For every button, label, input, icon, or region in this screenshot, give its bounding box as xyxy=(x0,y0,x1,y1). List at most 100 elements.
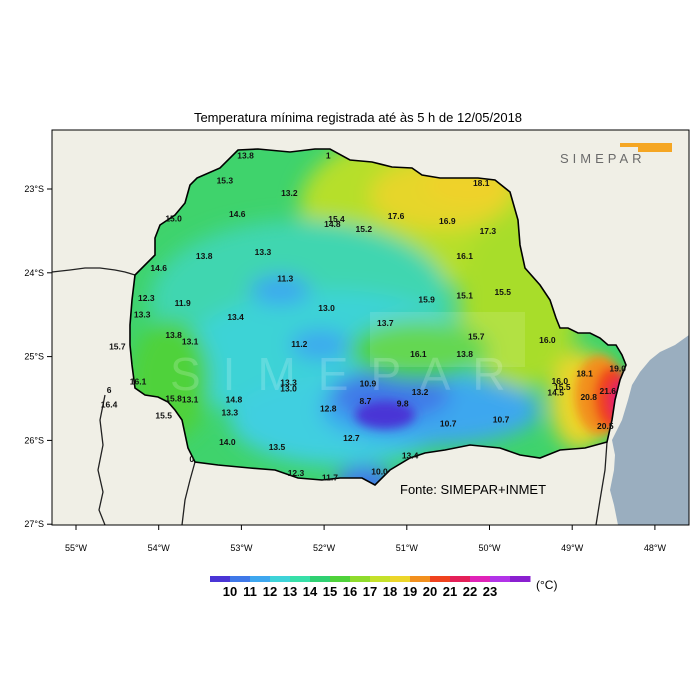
colorbar-label: 18 xyxy=(383,584,397,599)
station-value: 16.9 xyxy=(439,216,456,226)
station-value: 15.5 xyxy=(155,410,172,420)
source-text: Fonte: SIMEPAR+INMET xyxy=(400,482,546,497)
map-title: Temperatura mínima registrada até às 5 h… xyxy=(194,110,522,125)
colorbar-segment xyxy=(310,576,331,582)
temperature-field xyxy=(130,149,626,485)
station-value: 18.1 xyxy=(576,368,593,378)
station-value: 10.0 xyxy=(371,466,388,476)
station-value: 14.8 xyxy=(324,219,341,229)
station-value: 13.1 xyxy=(182,394,199,404)
lat-tick-label: 23°S xyxy=(24,184,44,194)
station-value: 13.5 xyxy=(269,442,286,452)
longitude-axis: 55°W 54°W 53°W 52°W 51°W 50°W 49°W 48°W xyxy=(65,525,667,553)
station-value: 11.2 xyxy=(291,339,307,349)
station-value: 12.7 xyxy=(343,433,360,443)
station-values: 15.313.215.0 14.615.414.815.217.616.918.1… xyxy=(101,150,626,482)
lat-tick-label: 26°S xyxy=(24,435,44,445)
latitude-axis: 23°S 24°S 25°S 26°S 27°S xyxy=(24,184,52,529)
colorbar-segment xyxy=(390,576,411,582)
station-value: 12.3 xyxy=(138,293,155,303)
colorbar-segment xyxy=(470,576,491,582)
colorbar: 10 11 12 13 14 15 16 17 18 19 20 21 22 23 xyxy=(210,576,531,599)
station-value: 1 xyxy=(326,150,331,160)
logo-text: SIMEPAR xyxy=(560,151,646,166)
lon-tick-label: 48°W xyxy=(644,543,667,553)
colorbar-label: 23 xyxy=(483,584,497,599)
colorbar-segment xyxy=(350,576,371,582)
lon-tick-label: 55°W xyxy=(65,543,88,553)
colorbar-segment xyxy=(510,576,531,582)
lon-tick-label: 51°W xyxy=(396,543,419,553)
station-value: 16.1 xyxy=(410,349,427,359)
colorbar-label: 20 xyxy=(423,584,437,599)
colorbar-unit: (°C) xyxy=(536,578,557,592)
station-value: 13.0 xyxy=(318,303,335,313)
lon-tick-label: 52°W xyxy=(313,543,336,553)
station-value: 14.6 xyxy=(150,263,167,273)
station-value: 16.1 xyxy=(456,251,473,261)
colorbar-label: 17 xyxy=(363,584,377,599)
station-value: 16.0 xyxy=(539,335,556,345)
colorbar-segment xyxy=(330,576,351,582)
colorbar-label: 22 xyxy=(463,584,477,599)
station-value: 15.2 xyxy=(356,224,373,234)
station-value: 15.5 xyxy=(554,382,571,392)
colorbar-label: 12 xyxy=(263,584,277,599)
lon-tick-label: 50°W xyxy=(478,543,501,553)
station-value: 13.2 xyxy=(281,188,298,198)
colorbar-segment xyxy=(290,576,311,582)
station-value: 20.8 xyxy=(580,392,597,402)
lon-tick-label: 53°W xyxy=(230,543,253,553)
station-value: 13.3 xyxy=(280,378,297,388)
station-value: 21.6 xyxy=(599,386,616,396)
colorbar-label: 14 xyxy=(303,584,318,599)
colorbar-segment xyxy=(250,576,271,582)
station-value: 13.3 xyxy=(222,408,239,418)
colorbar-label: 19 xyxy=(403,584,417,599)
lat-tick-label: 27°S xyxy=(24,519,44,529)
station-value: 13.8 xyxy=(456,349,473,359)
station-value: 11.9 xyxy=(175,298,191,308)
colorbar-segment xyxy=(450,576,471,582)
station-value: 17.3 xyxy=(480,226,497,236)
colorbar-label: 16 xyxy=(343,584,357,599)
colorbar-label: 21 xyxy=(443,584,457,599)
station-value: 6 xyxy=(107,385,112,395)
station-value: 13.8 xyxy=(196,251,213,261)
station-value: 15.7 xyxy=(468,331,485,341)
station-value: 13.4 xyxy=(227,312,244,322)
simepar-logo: SIMEPAR xyxy=(560,143,672,166)
colorbar-segment xyxy=(490,576,511,582)
colorbar-label: 15 xyxy=(323,584,337,599)
colorbar-label: 10 xyxy=(223,584,237,599)
station-value: 10.9 xyxy=(360,378,377,388)
lon-tick-label: 54°W xyxy=(148,543,171,553)
station-value: 13.1 xyxy=(182,337,199,347)
colorbar-segment xyxy=(230,576,251,582)
station-value: 19.0 xyxy=(609,363,626,373)
station-value: 15.4 xyxy=(328,214,345,224)
station-value: 10.7 xyxy=(493,414,510,424)
station-value: 13.4 xyxy=(402,450,419,460)
colorbar-label: 11 xyxy=(243,584,257,599)
station-value: 8.7 xyxy=(360,396,372,406)
station-value: 13.3 xyxy=(134,310,151,320)
station-value: 13.2 xyxy=(412,387,429,397)
station-value: 11.7 xyxy=(322,472,338,482)
station-value: 15.8 xyxy=(165,394,182,404)
watermark-text: SIMEPAR xyxy=(170,348,528,400)
station-value: 16.4 xyxy=(101,399,118,409)
station-value: 13.7 xyxy=(377,318,394,328)
station-value: 12.3 xyxy=(288,468,305,478)
station-value: 10.7 xyxy=(440,419,457,429)
station-value: 14.8 xyxy=(226,394,243,404)
parana-border xyxy=(129,148,627,486)
station-value: 15.0 xyxy=(165,213,182,223)
station-value: 13.8 xyxy=(165,330,182,340)
station-value: 13.8 xyxy=(237,150,254,160)
station-value: 11.3 xyxy=(277,274,293,284)
lon-tick-label: 49°W xyxy=(561,543,584,553)
station-value: 16.1 xyxy=(130,377,147,387)
station-value: 13.0 xyxy=(280,383,297,393)
